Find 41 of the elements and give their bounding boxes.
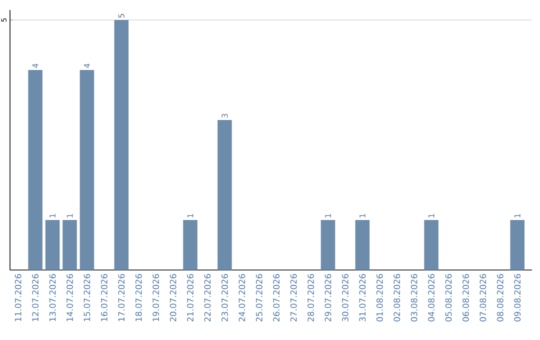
bar [80,70,94,270]
x-tick-label: 30.07.2026 [342,274,348,322]
bar [45,220,60,270]
x-tick-label: 06.08.2026 [462,274,469,322]
bar [355,220,370,270]
bar [218,120,232,270]
x-tick-label: 09.08.2026 [514,274,521,322]
x-tick-label: 20.07.2026 [170,274,176,322]
x-tick-label: 12.07.2026 [32,274,39,322]
x-tick-label: 26.07.2026 [273,274,280,322]
bar [424,220,438,270]
x-tick-label: 04.08.2026 [428,274,434,322]
x-tick-label: 23.07.2026 [221,274,228,322]
x-tick-label: 14.07.2026 [66,274,73,322]
x-tick-label: 11.07.2026 [14,274,22,322]
x-tick-label: 24.07.2026 [238,274,246,322]
x-tick-label: 18.07.2026 [135,274,142,322]
bar [28,70,42,270]
x-tick-label: 05.08.2026 [445,274,452,322]
x-tick-label: 22.07.2026 [204,274,211,322]
x-tick-label: 31.07.2026 [359,274,366,322]
x-tick-label: 29.07.2026 [324,274,332,322]
x-tick-label: 21.07.2026 [187,274,194,322]
x-tick-label: 13.07.2026 [49,274,56,322]
x-tick-label: 07.08.2026 [480,274,486,322]
x-tick-label: 01.08.2026 [376,274,383,322]
x-tick-label: 28.07.2026 [308,274,314,322]
bar [62,220,77,270]
bar [183,220,198,270]
bar [114,20,129,270]
x-tick-label: 15.07.2026 [84,274,90,322]
x-tick-label: 03.08.2026 [410,274,418,322]
x-tick-label: 19.07.2026 [152,274,160,322]
x-tick-label: 16.07.2026 [100,274,108,322]
x-tick-label: 08.08.2026 [496,274,504,322]
x-tick-label: 02.08.2026 [394,274,400,322]
bar [510,220,525,270]
x-tick-label: 25.07.2026 [256,274,262,322]
x-tick-label: 27.07.2026 [290,274,297,322]
x-tick-label: 17.07.2026 [118,274,125,322]
bar [320,220,336,270]
